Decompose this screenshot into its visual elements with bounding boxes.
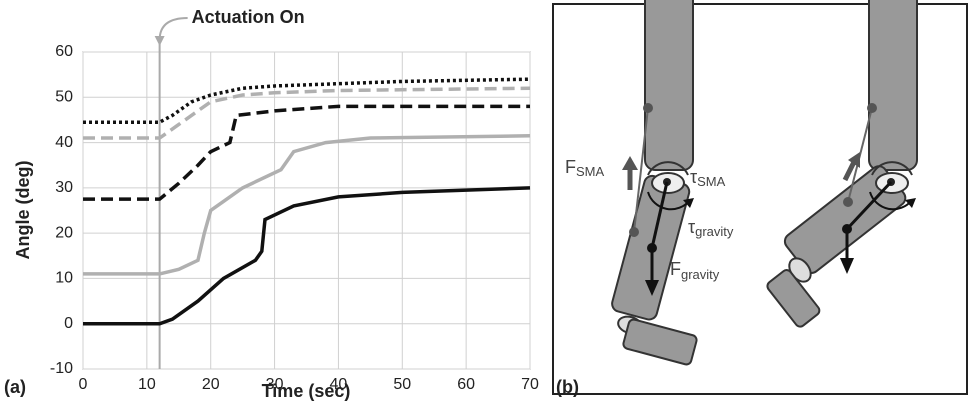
- plot-area: [82, 51, 531, 370]
- y-axis-label: Angle (deg): [13, 161, 33, 260]
- data-line: [83, 134, 531, 276]
- force-label: FSMA: [565, 157, 605, 180]
- x-tick-label: 30: [266, 376, 284, 393]
- anchor: [843, 197, 853, 207]
- force-arrow: [842, 160, 857, 182]
- anchor: [867, 103, 877, 113]
- foot: [622, 318, 698, 366]
- x-tick-label: 20: [202, 376, 220, 393]
- force-label: Fgravity: [670, 259, 720, 283]
- x-tick-label: 10: [138, 376, 156, 393]
- panel-label: (a): [4, 377, 26, 397]
- upper-segment: [868, 0, 918, 171]
- annotation-text: Actuation On: [192, 7, 305, 27]
- arrow-head: [622, 156, 638, 170]
- x-axis-label: Time (sec): [262, 381, 351, 401]
- anchor: [629, 227, 639, 237]
- arrow-head: [848, 152, 860, 168]
- foot: [766, 269, 821, 328]
- y-tick-label: 30: [55, 179, 73, 196]
- data-line: [83, 77, 531, 124]
- data-line: [83, 186, 531, 326]
- y-tick-label: 60: [55, 43, 73, 60]
- upper-segment: [644, 0, 694, 171]
- y-tick-label: -10: [50, 360, 73, 377]
- data-line: [83, 86, 531, 140]
- x-tick-label: 70: [521, 376, 539, 393]
- x-tick-label: 0: [79, 376, 88, 393]
- x-tick-label: 50: [393, 376, 411, 393]
- diagram: FSMA τSMA τgravity Fgravity: [552, 0, 968, 395]
- torque-label: τSMA: [690, 167, 726, 190]
- y-tick-label: 0: [64, 315, 73, 332]
- torque-arc: [871, 161, 913, 176]
- y-tick-label: 10: [55, 270, 73, 287]
- panel-label: (b): [556, 377, 579, 397]
- segment-axis: [650, 181, 669, 249]
- x-tick-label: 60: [457, 376, 475, 393]
- torque-arc: [869, 191, 913, 211]
- chart: -10 0 10 20 30 40 50 60 0 10 20 30 40 50 60 70 Actuation…: [50, 7, 539, 393]
- arrow-head: [905, 198, 916, 208]
- y-tick-label: 20: [55, 224, 73, 241]
- y-tick-label: 50: [55, 89, 73, 106]
- arrow-head: [645, 280, 659, 296]
- anchor: [643, 103, 653, 113]
- torque-arc: [647, 161, 689, 176]
- y-tick-label: 40: [55, 134, 73, 151]
- torque-label: τgravity: [688, 217, 734, 240]
- segment-axis: [845, 180, 893, 231]
- arrow-head: [683, 198, 694, 208]
- x-tick-label: 40: [330, 376, 348, 393]
- arrow-head: [840, 258, 854, 274]
- torque-arc: [647, 191, 691, 211]
- arrow-head: [154, 36, 165, 46]
- sma-wire: [633, 107, 649, 233]
